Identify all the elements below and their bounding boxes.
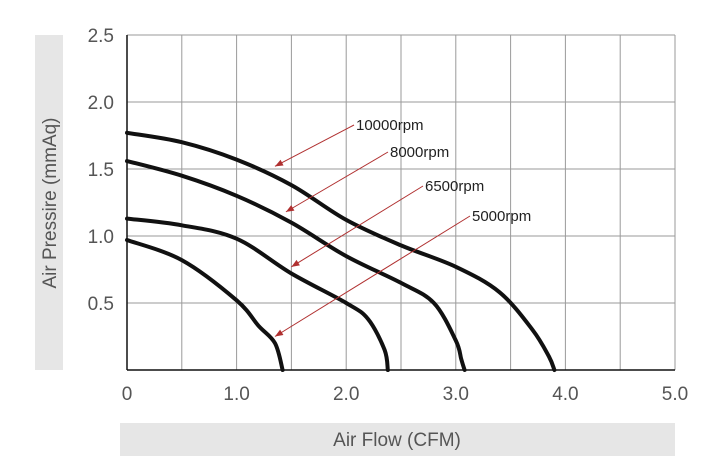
series-label: 10000rpm [356,117,424,134]
series-curve [125,238,285,372]
x-axis-title: Air Flow (CFM) [333,430,461,451]
series-pointer-line [291,185,424,268]
series-pointer-arrowhead [274,329,284,337]
series-pointer-arrowhead [285,205,295,212]
series-label: 6500rpm [425,178,484,195]
series-label: 8000rpm [390,144,449,161]
series-curve [125,130,557,372]
y-tick-label: 2.0 [88,93,114,114]
x-tick-label: 0 [122,384,133,405]
x-tick-label: 4.0 [552,384,578,405]
axes [126,35,675,371]
series-labels: 10000rpm 8000rpm 6500rpm 5000rpm [356,117,531,225]
y-tick-label: 1.0 [88,227,114,248]
grid [127,34,676,370]
series-pointer-arrowhead [291,259,300,267]
y-axis-title-band [35,35,63,370]
series-curves [125,130,557,372]
x-tick-label: 3.0 [443,384,469,405]
series-pointer-line [285,151,389,213]
series-pointers [274,124,471,337]
x-tick-label: 5.0 [662,384,688,405]
y-tick-label: 1.5 [88,160,114,181]
series-label: 5000rpm [472,208,531,225]
y-axis-title: Air Pressire (mmAq) [40,117,61,288]
x-tick-label: 2.0 [333,384,359,405]
y-tick-label: 2.5 [88,26,114,47]
tick-labels: 0 1.0 2.0 3.0 4.0 5.0 0.5 1.0 1.5 2.0 2.5 [88,26,689,405]
y-tick-label: 0.5 [88,294,114,315]
x-axis-title-band [120,423,675,456]
series-pointer-line [274,124,355,167]
series-pointer-line [274,215,471,337]
series-curve [125,159,467,372]
series-pointer-arrowhead [274,159,284,167]
series-curve [125,216,390,372]
x-tick-label: 1.0 [223,384,249,405]
